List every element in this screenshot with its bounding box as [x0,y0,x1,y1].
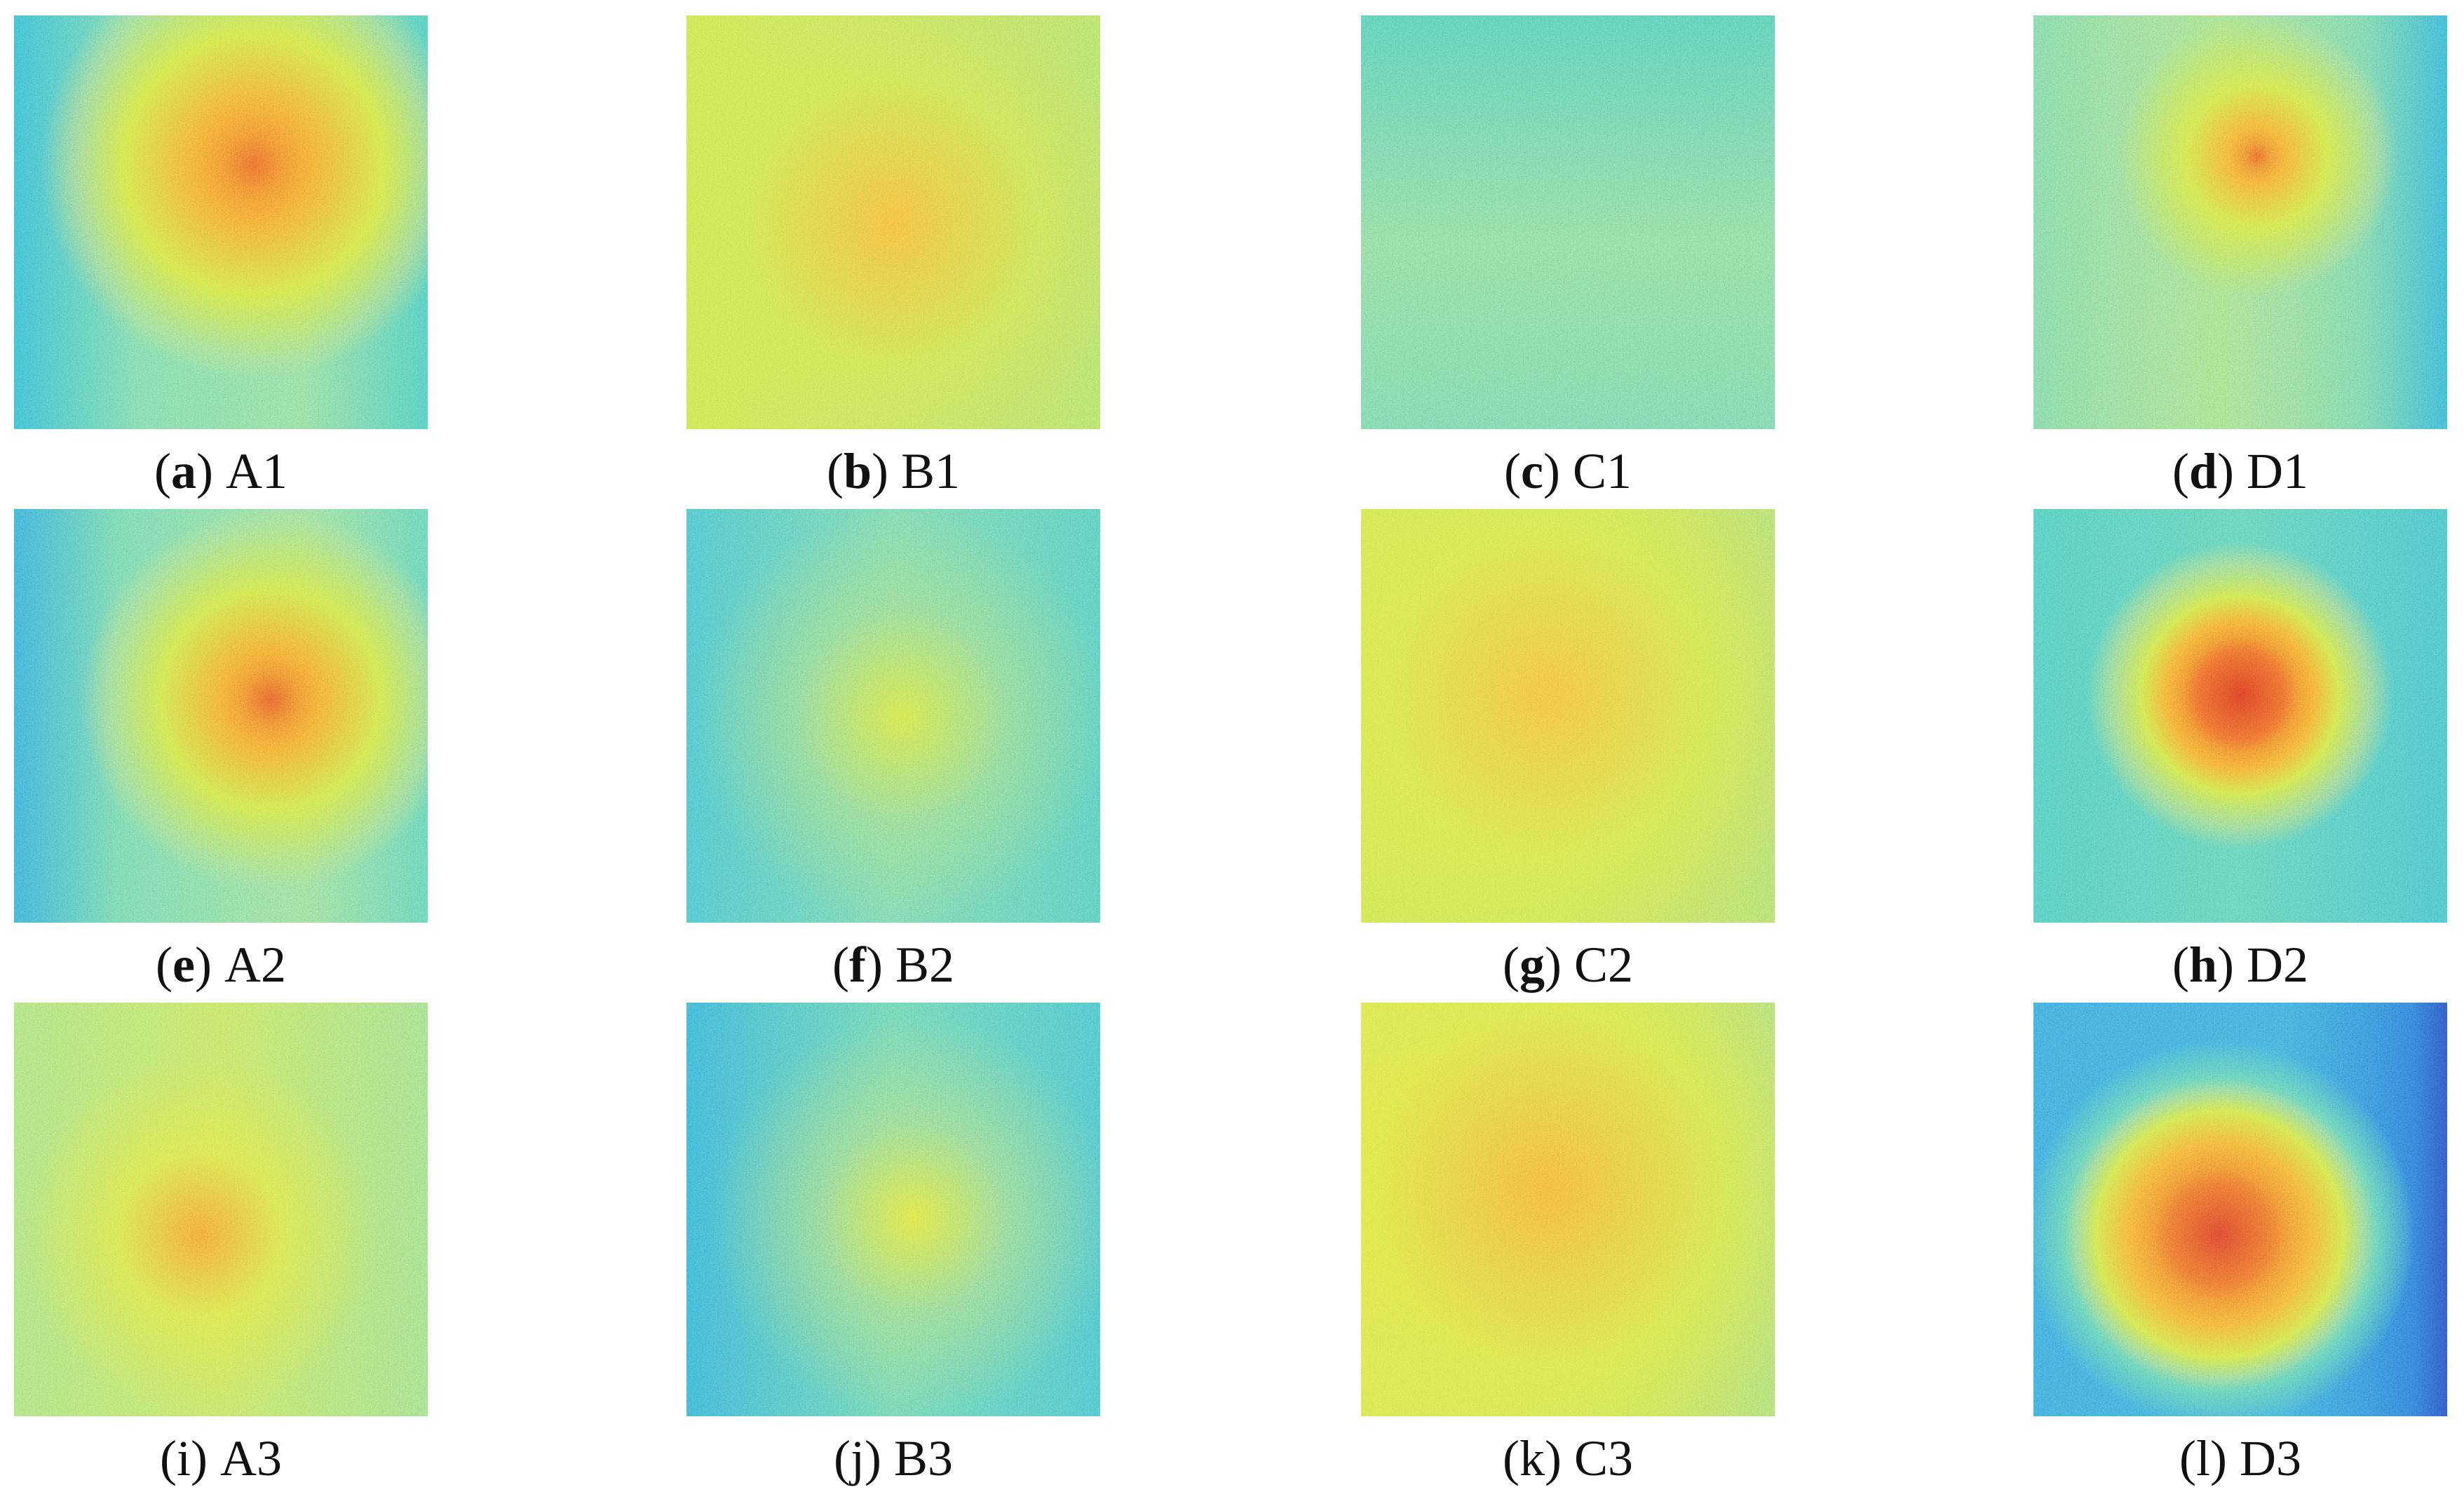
noise-fill [14,1003,428,1416]
heatmap-image [2033,15,2447,429]
panel-label: A2 [224,937,286,993]
noise-fill [14,15,428,429]
paren-close: ) [191,1430,208,1486]
paren-open: ( [1503,937,1519,993]
noise [14,15,428,429]
paren-close: ) [194,937,212,993]
panel-label: C2 [1573,937,1633,993]
panel-letter: b [843,443,872,499]
heatmap-image [1361,15,1775,429]
paren-close: ) [2210,1430,2227,1486]
heatmap-image [1361,1003,1775,1416]
panel-letter: e [172,937,195,993]
panel-caption: (i) A3 [14,1429,428,1488]
noise-fill [2033,509,2447,923]
noise [2033,1003,2447,1416]
paren-close: ) [1543,443,1560,499]
panel-letter: h [2188,937,2218,993]
heatmap-image [14,509,428,923]
panel-label: C1 [1572,443,1632,499]
panel-label: B1 [900,443,961,499]
paren-open: ( [1504,443,1521,499]
panel-caption: (j) B3 [686,1429,1100,1488]
panel-label: A3 [219,1430,282,1486]
panel-caption: (b) B1 [686,442,1100,501]
noise-fill [14,509,428,923]
panel-label: C3 [1573,1430,1633,1486]
panel-caption: (e) A2 [14,935,428,994]
noise [686,509,1100,923]
paren-open: ( [154,443,171,499]
panel-caption: (c) C1 [1361,442,1775,501]
heatmap-image [2033,1003,2447,1416]
heatmap-image [686,509,1100,923]
noise [14,509,428,923]
noise [2033,509,2447,923]
paren-open: ( [832,937,849,993]
noise [1361,509,1775,923]
noise-fill [1361,15,1775,429]
paren-close: ) [1544,937,1562,993]
panel-letter: d [2188,443,2218,499]
panel-caption: (h) D2 [2033,935,2447,994]
panel-label: A1 [225,443,287,499]
noise-fill [2033,1003,2447,1416]
noise-fill [1361,1003,1775,1416]
paren-close: ) [196,443,213,499]
paren-open: ( [2172,937,2189,993]
noise-fill [2033,15,2447,429]
noise [1361,1003,1775,1416]
paren-close: ) [2217,937,2234,993]
panel-label: B2 [895,937,954,993]
paren-open: ( [2179,1430,2196,1486]
noise-fill [1361,509,1775,923]
paren-open: ( [2172,443,2189,499]
noise [1361,15,1775,429]
panel-letter: l [2195,1430,2210,1486]
panel-letter: k [1519,1430,1545,1486]
panel-letter: a [171,443,196,499]
paren-open: ( [156,937,173,993]
heatmap-image [686,15,1100,429]
paren-open: ( [160,1430,177,1486]
panel-letter: i [176,1430,191,1486]
noise [686,1003,1100,1416]
paren-open: ( [1503,1430,1519,1486]
panel-caption: (g) C2 [1361,935,1775,994]
heatmap-image [2033,509,2447,923]
panel-label: D2 [2247,937,2308,993]
paren-open: ( [826,443,844,499]
noise-fill [686,1003,1100,1416]
panel-letter: c [1521,443,1543,499]
heatmap-image [14,1003,428,1416]
panel-caption: (a) A1 [14,442,428,501]
panel-label: B3 [893,1430,953,1486]
heatmap-image [686,1003,1100,1416]
panel-caption: (d) D1 [2033,442,2447,501]
paren-close: ) [2217,443,2234,499]
paren-close: ) [1544,1430,1562,1486]
paren-close: ) [864,1430,881,1486]
paren-open: ( [833,1430,851,1486]
noise-fill [686,509,1100,923]
paren-close: ) [865,937,883,993]
noise [14,1003,428,1416]
noise [2033,15,2447,429]
panel-letter: f [848,937,866,993]
heatmap-image [1361,509,1775,923]
heatmap-image [14,15,428,429]
noise [686,15,1100,429]
panel-letter: g [1519,937,1545,993]
panel-letter: j [850,1430,865,1486]
panel-caption: (k) C3 [1361,1429,1775,1488]
panel-caption: (l) D3 [2033,1429,2447,1488]
panel-caption: (f) B2 [686,935,1100,994]
panel-label: D1 [2247,443,2308,499]
noise-fill [686,15,1100,429]
panel-label: D3 [2239,1430,2301,1486]
paren-close: ) [872,443,888,499]
